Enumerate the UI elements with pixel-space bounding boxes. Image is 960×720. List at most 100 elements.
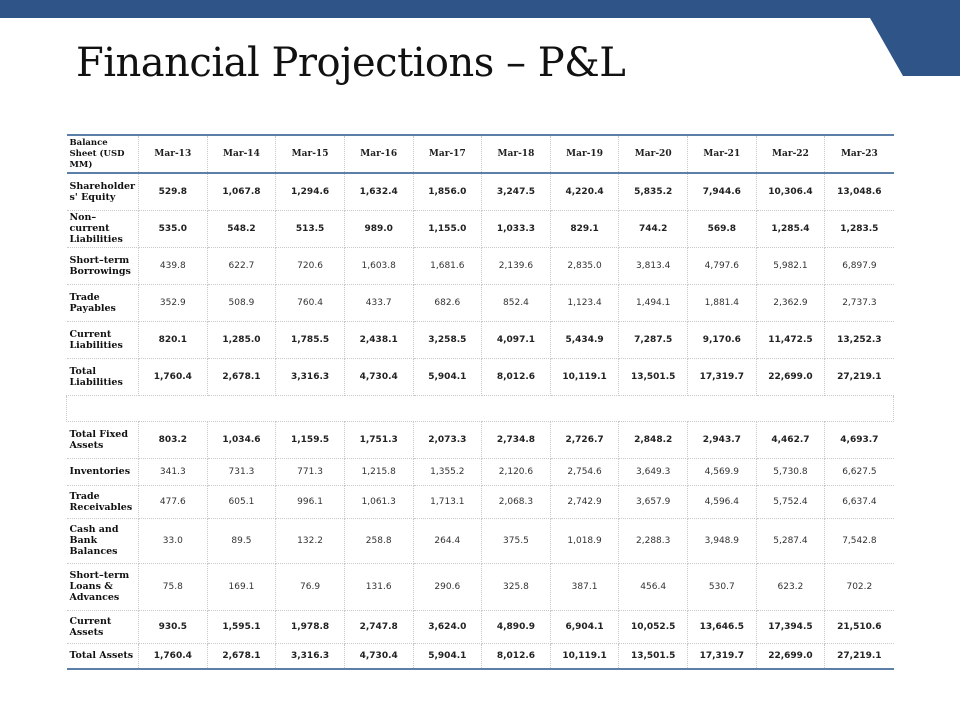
- table-cell: 3,813.4: [618, 247, 688, 285]
- table-cell: 5,287.4: [756, 518, 826, 564]
- table-cell: 4,730.4: [344, 358, 414, 396]
- header-label: Balance Sheet (USD MM): [66, 134, 139, 174]
- section-spacer: [66, 395, 894, 422]
- table-cell: 829.1: [550, 210, 620, 248]
- table-cell: 258.8: [344, 518, 414, 564]
- table-cell: 744.2: [618, 210, 688, 248]
- table-cell: 1,494.1: [618, 284, 688, 322]
- table-cell: 4,462.7: [756, 421, 826, 459]
- table-cell: 4,097.1: [481, 321, 551, 359]
- row-label: Total Fixed Assets: [66, 421, 139, 459]
- row-label: Short–term Borrowings: [66, 247, 139, 285]
- table-cell: 27,219.1: [824, 643, 894, 670]
- table-cell: 2,754.6: [550, 458, 620, 486]
- table-cell: 7,944.6: [687, 173, 757, 211]
- table-cell: 10,052.5: [618, 610, 688, 644]
- table-cell: 2,737.3: [824, 284, 894, 322]
- table-cell: 21,510.6: [824, 610, 894, 644]
- row-label: Non–current Liabilities: [66, 210, 139, 248]
- table-cell: 387.1: [550, 563, 620, 611]
- table-row: Trade Receivables 477.6 605.1 996.1 1,061.3 1…: [66, 485, 894, 519]
- table-cell: 930.5: [138, 610, 208, 644]
- table-cell: 477.6: [138, 485, 208, 519]
- table-row: Trade Payables 352.9 508.9 760.4 433.7 682.6 8…: [66, 284, 894, 322]
- table-cell: 852.4: [481, 284, 551, 322]
- table-cell: 529.8: [138, 173, 208, 211]
- table-cell: 3,649.3: [618, 458, 688, 486]
- table-cell: 22,699.0: [756, 643, 826, 670]
- table-cell: 3,247.5: [481, 173, 551, 211]
- table-cell: 1,751.3: [344, 421, 414, 459]
- table-cell: 508.9: [207, 284, 277, 322]
- header-row: Balance Sheet (USD MM) Mar-13 Mar-14 Mar-1…: [66, 134, 894, 174]
- table-cell: 264.4: [413, 518, 483, 564]
- table-cell: 1,061.3: [344, 485, 414, 519]
- column-header: Mar-15: [275, 134, 345, 174]
- table-cell: 1,155.0: [413, 210, 483, 248]
- table-cell: 5,904.1: [413, 358, 483, 396]
- table-cell: 1,595.1: [207, 610, 277, 644]
- page-title: Financial Projections – P&L: [76, 40, 626, 86]
- table-row: Total Assets 1,760.4 2,678.1 3,316.3 4,730.4…: [66, 643, 894, 670]
- column-header: Mar-23: [824, 134, 894, 174]
- table-cell: 2,835.0: [550, 247, 620, 285]
- table-cell: 439.8: [138, 247, 208, 285]
- table-cell: 8,012.6: [481, 358, 551, 396]
- table-cell: 720.6: [275, 247, 345, 285]
- table-cell: 433.7: [344, 284, 414, 322]
- table-cell: 530.7: [687, 563, 757, 611]
- table-cell: 3,316.3: [275, 643, 345, 670]
- row-label: Short–term Loans & Advances: [66, 563, 139, 611]
- row-label: Current Assets: [66, 610, 139, 644]
- table-cell: 10,119.1: [550, 358, 620, 396]
- table-cell: 535.0: [138, 210, 208, 248]
- table-cell: 131.6: [344, 563, 414, 611]
- table-cell: 1,632.4: [344, 173, 414, 211]
- table-cell: 169.1: [207, 563, 277, 611]
- table-cell: 5,982.1: [756, 247, 826, 285]
- table-row: Current Liabilities 820.1 1,285.0 1,785.5 2,…: [66, 321, 894, 359]
- table-cell: 7,542.8: [824, 518, 894, 564]
- table-cell: 89.5: [207, 518, 277, 564]
- table-cell: 2,438.1: [344, 321, 414, 359]
- column-header: Mar-21: [687, 134, 757, 174]
- table-cell: 17,319.7: [687, 643, 757, 670]
- table-cell: 2,734.8: [481, 421, 551, 459]
- table-row: Cash and Bank Balances 33.0 89.5 132.2 258.8…: [66, 518, 894, 564]
- table-cell: 5,434.9: [550, 321, 620, 359]
- table-cell: 17,394.5: [756, 610, 826, 644]
- table-cell: 341.3: [138, 458, 208, 486]
- table-cell: 6,637.4: [824, 485, 894, 519]
- table-cell: 13,501.5: [618, 358, 688, 396]
- table-cell: 1,159.5: [275, 421, 345, 459]
- table-cell: 10,119.1: [550, 643, 620, 670]
- table-cell: 13,501.5: [618, 643, 688, 670]
- table-cell: 1,856.0: [413, 173, 483, 211]
- table-cell: 1,760.4: [138, 358, 208, 396]
- table-cell: 1,285.0: [207, 321, 277, 359]
- table-cell: 6,904.1: [550, 610, 620, 644]
- table-cell: 1,785.5: [275, 321, 345, 359]
- table-cell: 996.1: [275, 485, 345, 519]
- table-cell: 1,713.1: [413, 485, 483, 519]
- table-cell: 375.5: [481, 518, 551, 564]
- table-row: Total Liabilities 1,760.4 2,678.1 3,316.3 4,…: [66, 358, 894, 396]
- table-cell: 622.7: [207, 247, 277, 285]
- table-cell: 6,897.9: [824, 247, 894, 285]
- table-cell: 4,693.7: [824, 421, 894, 459]
- table-cell: 1,881.4: [687, 284, 757, 322]
- table-cell: 132.2: [275, 518, 345, 564]
- table-row: Short–term Borrowings 439.8 622.7 720.6 1,60…: [66, 247, 894, 285]
- table-cell: 2,726.7: [550, 421, 620, 459]
- top-band: [0, 0, 960, 18]
- table-cell: 1,294.6: [275, 173, 345, 211]
- table-cell: 6,627.5: [824, 458, 894, 486]
- table-cell: 4,596.4: [687, 485, 757, 519]
- table-cell: 13,048.6: [824, 173, 894, 211]
- table-cell: 22,699.0: [756, 358, 826, 396]
- table-cell: 569.8: [687, 210, 757, 248]
- column-header: Mar-22: [756, 134, 826, 174]
- table-cell: 605.1: [207, 485, 277, 519]
- table-cell: 1,760.4: [138, 643, 208, 670]
- spacer-cell: [66, 395, 894, 422]
